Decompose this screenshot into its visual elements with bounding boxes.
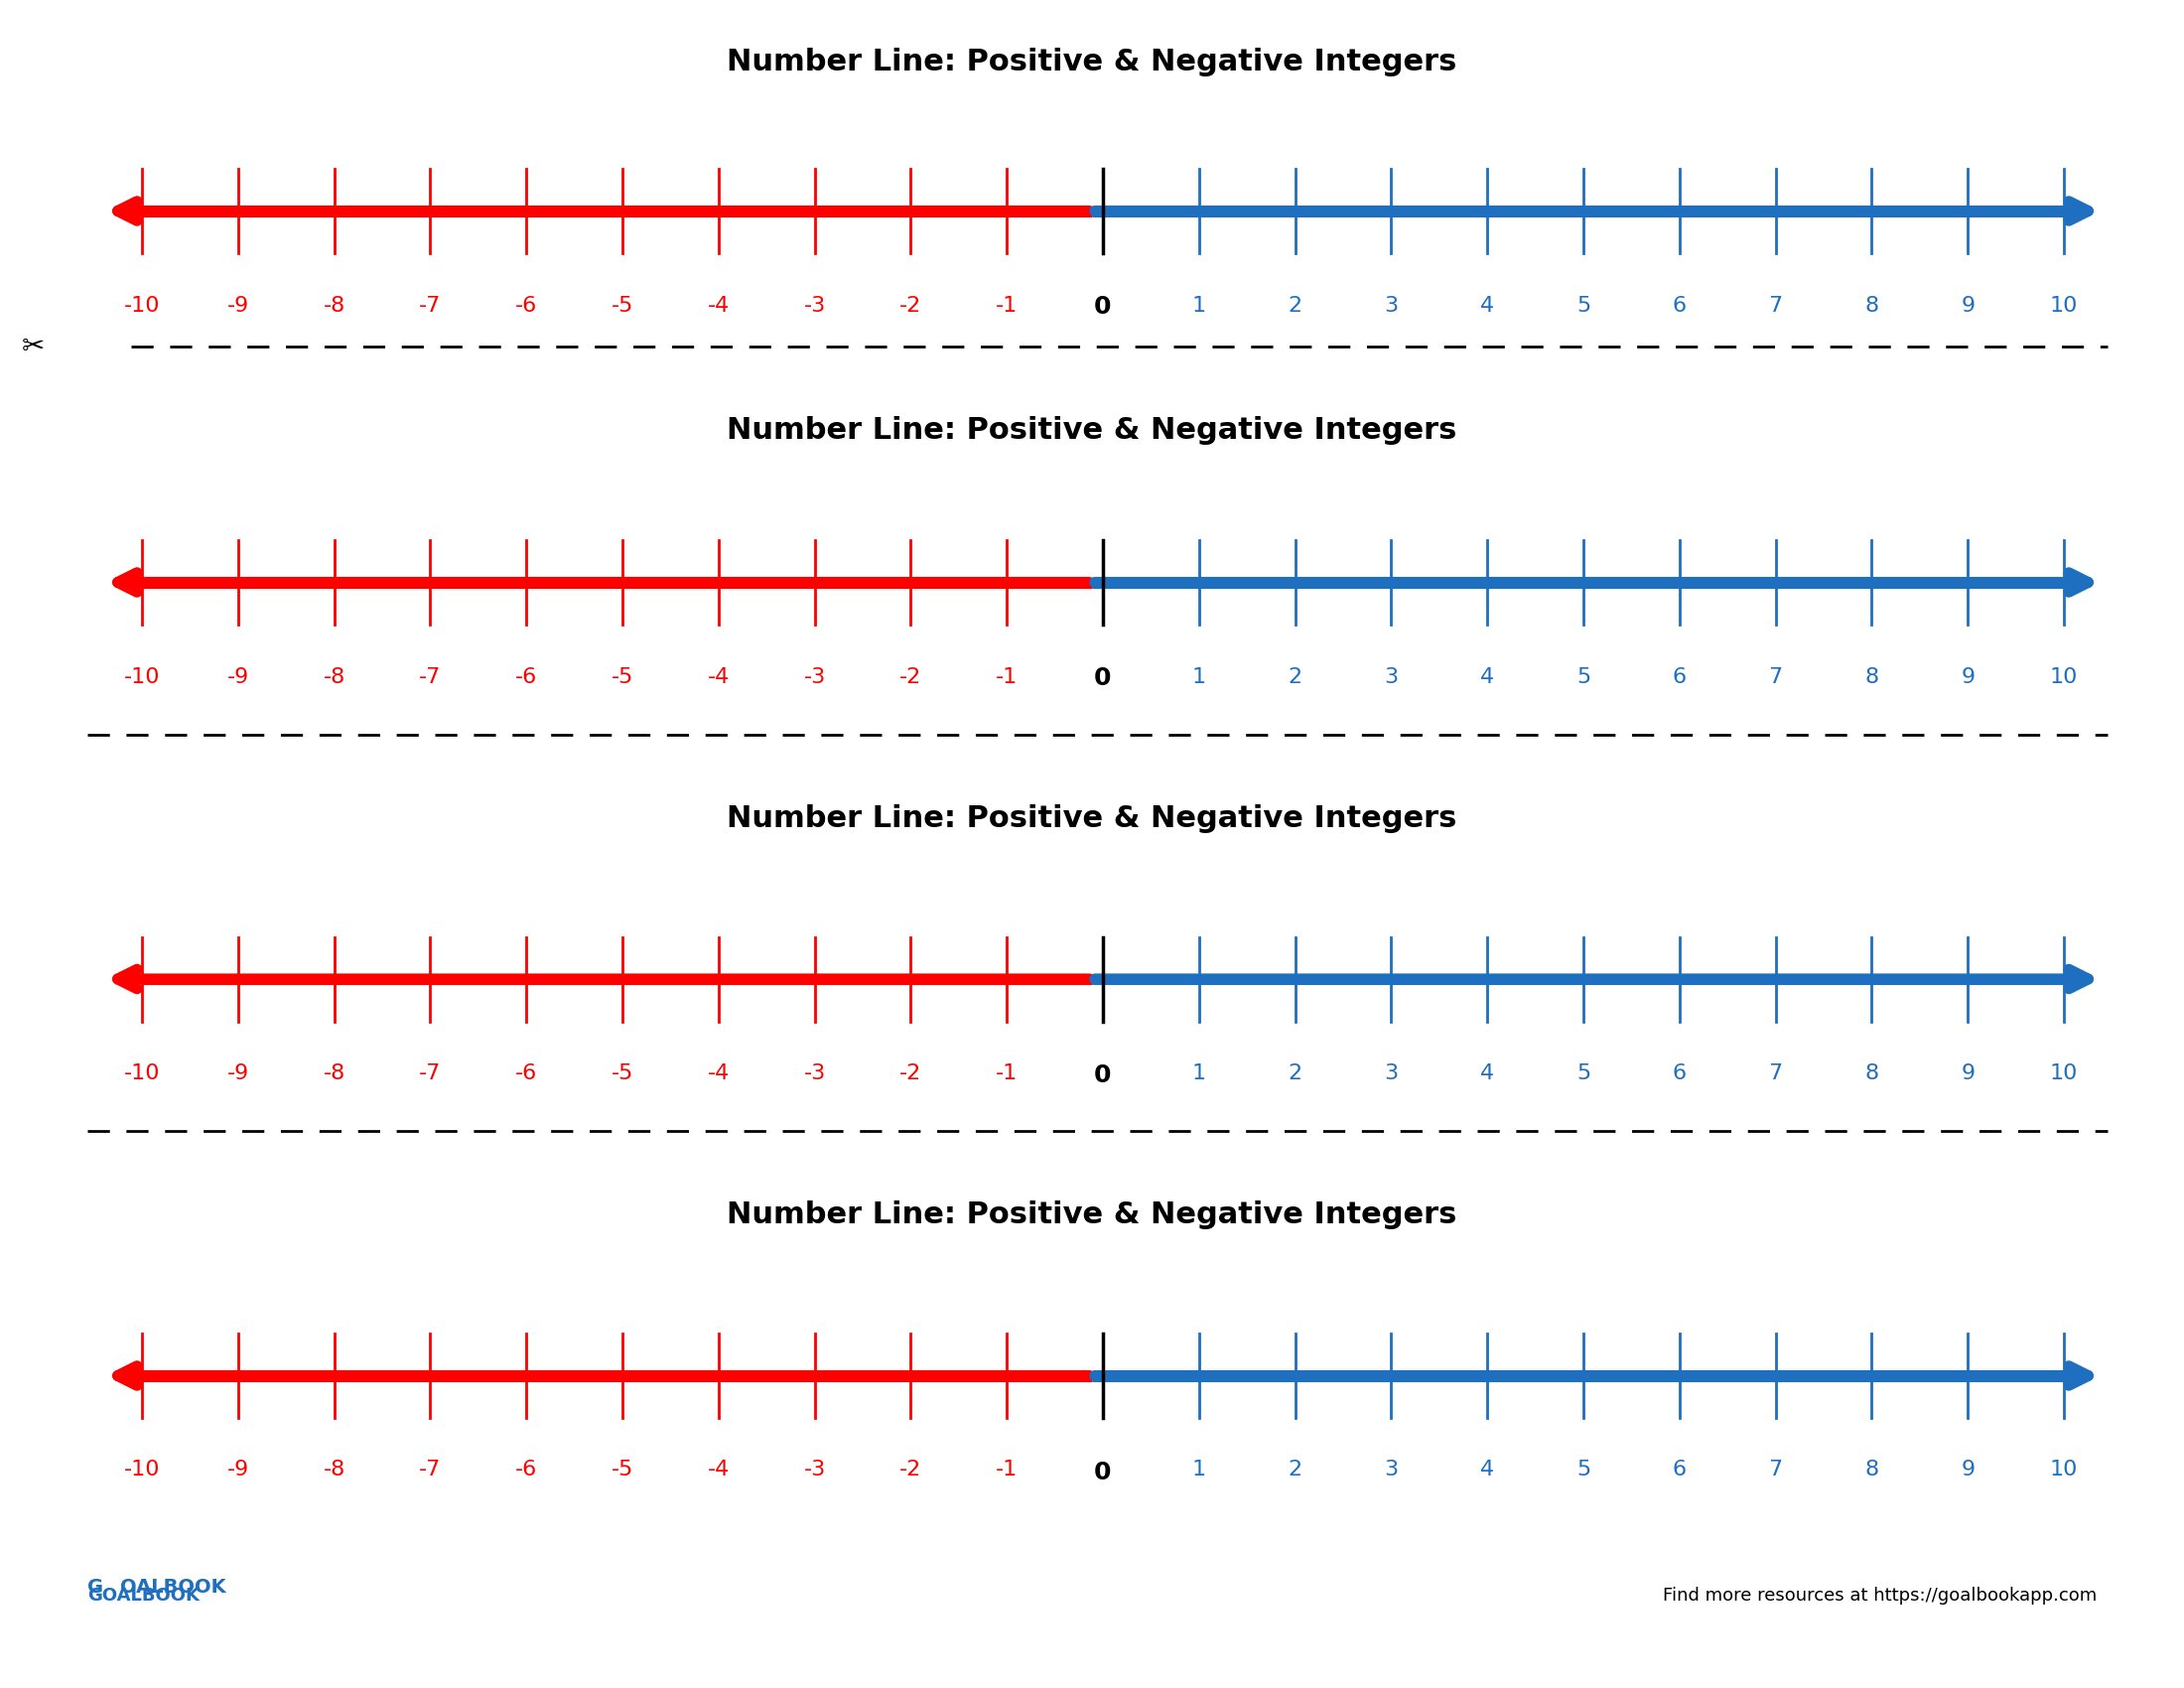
Text: Find more resources at https://goalbookapp.com: Find more resources at https://goalbooka… — [1662, 1587, 2097, 1604]
Text: -10: -10 — [124, 1063, 159, 1084]
Text: -3: -3 — [804, 1460, 826, 1480]
Text: -1: -1 — [996, 1460, 1018, 1480]
Text: OALBOOK: OALBOOK — [120, 1577, 225, 1597]
Text: 0: 0 — [1094, 667, 1112, 690]
Text: Number Line: Positive & Negative Integers: Number Line: Positive & Negative Integer… — [727, 803, 1457, 834]
Text: -9: -9 — [227, 667, 249, 687]
Text: 9: 9 — [1961, 295, 1974, 316]
Text: -5: -5 — [612, 667, 633, 687]
Text: -3: -3 — [804, 1063, 826, 1084]
Text: -9: -9 — [227, 295, 249, 316]
Text: 8: 8 — [1865, 1460, 1878, 1480]
Text: -9: -9 — [227, 1063, 249, 1084]
Text: -9: -9 — [227, 1460, 249, 1480]
Text: 10: 10 — [2051, 667, 2077, 687]
Text: 2: 2 — [1289, 1460, 1302, 1480]
Text: 7: 7 — [1769, 1063, 1782, 1084]
Text: -10: -10 — [124, 1460, 159, 1480]
Text: -6: -6 — [515, 295, 537, 316]
Text: 4: 4 — [1481, 295, 1494, 316]
Text: 5: 5 — [1577, 1460, 1590, 1480]
Text: 1: 1 — [1192, 1063, 1206, 1084]
Text: -7: -7 — [419, 1460, 441, 1480]
Text: 6: 6 — [1673, 1460, 1686, 1480]
Text: 7: 7 — [1769, 1460, 1782, 1480]
Text: -6: -6 — [515, 667, 537, 687]
Text: 4: 4 — [1481, 1063, 1494, 1084]
Text: 3: 3 — [1385, 1063, 1398, 1084]
Text: 5: 5 — [1577, 1063, 1590, 1084]
Text: ✂: ✂ — [22, 333, 44, 360]
Text: -2: -2 — [900, 1063, 922, 1084]
Text: 6: 6 — [1673, 1063, 1686, 1084]
Text: 4: 4 — [1481, 1460, 1494, 1480]
Text: 6: 6 — [1673, 667, 1686, 687]
Text: -3: -3 — [804, 295, 826, 316]
Text: 9: 9 — [1961, 1460, 1974, 1480]
Text: Number Line: Positive & Negative Integers: Number Line: Positive & Negative Integer… — [727, 415, 1457, 446]
Text: -4: -4 — [708, 667, 729, 687]
Text: 10: 10 — [2051, 1460, 2077, 1480]
Text: -5: -5 — [612, 295, 633, 316]
Text: -10: -10 — [124, 667, 159, 687]
Text: 2: 2 — [1289, 667, 1302, 687]
Text: 1: 1 — [1192, 295, 1206, 316]
Text: -7: -7 — [419, 295, 441, 316]
Text: 7: 7 — [1769, 295, 1782, 316]
Text: -5: -5 — [612, 1063, 633, 1084]
Text: 2: 2 — [1289, 1063, 1302, 1084]
Text: -2: -2 — [900, 667, 922, 687]
Text: -5: -5 — [612, 1460, 633, 1480]
Text: 8: 8 — [1865, 295, 1878, 316]
Text: 7: 7 — [1769, 667, 1782, 687]
Text: 6: 6 — [1673, 295, 1686, 316]
Text: -8: -8 — [323, 1460, 345, 1480]
Text: -8: -8 — [323, 295, 345, 316]
Text: -1: -1 — [996, 667, 1018, 687]
Text: 5: 5 — [1577, 667, 1590, 687]
Text: Number Line: Positive & Negative Integers: Number Line: Positive & Negative Integer… — [727, 47, 1457, 78]
Text: 10: 10 — [2051, 1063, 2077, 1084]
Text: 0: 0 — [1094, 295, 1112, 319]
Text: Number Line: Positive & Negative Integers: Number Line: Positive & Negative Integer… — [727, 1200, 1457, 1231]
Text: 9: 9 — [1961, 1063, 1974, 1084]
Text: -7: -7 — [419, 1063, 441, 1084]
Text: -1: -1 — [996, 1063, 1018, 1084]
Text: 1: 1 — [1192, 1460, 1206, 1480]
Text: 3: 3 — [1385, 667, 1398, 687]
Text: -4: -4 — [708, 1460, 729, 1480]
Text: -2: -2 — [900, 295, 922, 316]
Text: -7: -7 — [419, 667, 441, 687]
Text: 9: 9 — [1961, 667, 1974, 687]
Text: -3: -3 — [804, 667, 826, 687]
Text: -6: -6 — [515, 1063, 537, 1084]
Text: -4: -4 — [708, 295, 729, 316]
Text: -8: -8 — [323, 667, 345, 687]
Text: 5: 5 — [1577, 295, 1590, 316]
Text: -6: -6 — [515, 1460, 537, 1480]
Text: 3: 3 — [1385, 1460, 1398, 1480]
Text: GOALBOOK: GOALBOOK — [87, 1587, 199, 1604]
Text: 2: 2 — [1289, 295, 1302, 316]
Text: -8: -8 — [323, 1063, 345, 1084]
Text: 1: 1 — [1192, 667, 1206, 687]
Text: -4: -4 — [708, 1063, 729, 1084]
Text: 0: 0 — [1094, 1063, 1112, 1087]
Text: 8: 8 — [1865, 667, 1878, 687]
Text: 10: 10 — [2051, 295, 2077, 316]
Text: -1: -1 — [996, 295, 1018, 316]
Text: 8: 8 — [1865, 1063, 1878, 1084]
Text: 3: 3 — [1385, 295, 1398, 316]
Text: 0: 0 — [1094, 1460, 1112, 1484]
Text: -2: -2 — [900, 1460, 922, 1480]
Text: 4: 4 — [1481, 667, 1494, 687]
Text: G: G — [87, 1577, 103, 1597]
Text: -10: -10 — [124, 295, 159, 316]
